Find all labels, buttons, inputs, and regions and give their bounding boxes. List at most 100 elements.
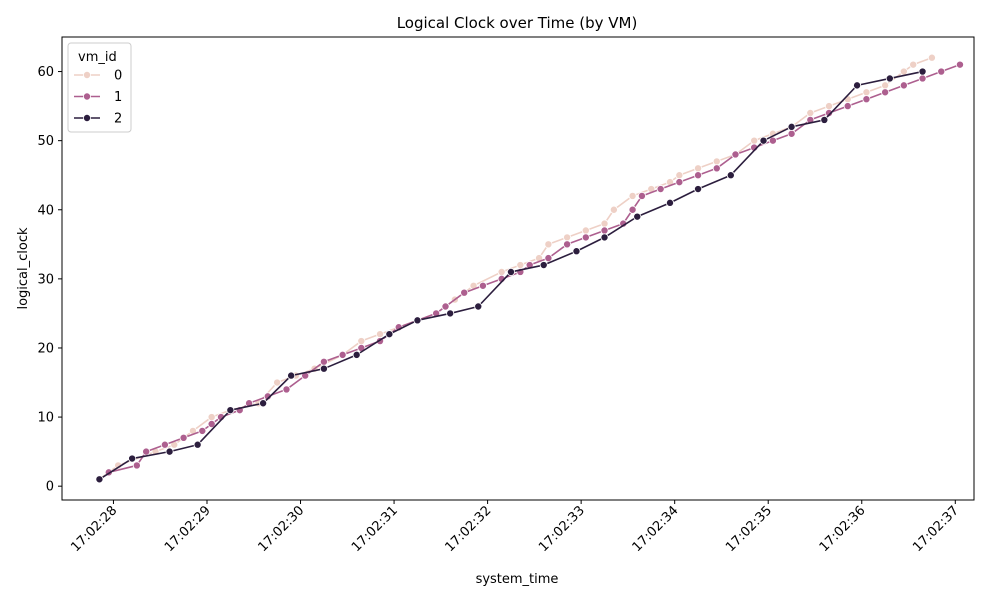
data-point: [656, 185, 665, 194]
legend-label: 2: [114, 112, 122, 127]
data-point: [544, 240, 553, 249]
y-tick-label: 60: [37, 65, 54, 80]
data-point: [263, 392, 272, 401]
data-point: [628, 191, 637, 200]
series-2: [95, 67, 927, 484]
data-point: [885, 74, 894, 83]
data-point: [273, 378, 282, 387]
data-point: [193, 440, 202, 449]
data-point: [497, 267, 506, 276]
data-point: [385, 330, 394, 339]
data-point: [918, 67, 927, 76]
data-point: [609, 205, 618, 214]
y-tick-label: 10: [37, 411, 54, 426]
data-point: [259, 399, 268, 408]
data-point: [666, 198, 675, 207]
y-tick-label: 50: [37, 134, 54, 149]
data-point: [694, 164, 703, 173]
data-point: [787, 129, 796, 138]
legend: vm_id 0 1 2: [67, 42, 132, 133]
data-point: [853, 81, 862, 90]
data-point: [806, 109, 815, 118]
legend-swatch-marker: [83, 114, 92, 123]
data-point: [539, 261, 548, 270]
chart-title: Logical Clock over Time (by VM): [397, 14, 638, 32]
data-point: [637, 191, 646, 200]
data-point: [516, 261, 525, 270]
data-point: [165, 447, 174, 456]
data-point: [95, 475, 104, 484]
data-point: [128, 454, 137, 463]
data-point: [376, 330, 385, 339]
data-point: [441, 302, 450, 311]
y-tick-label: 20: [37, 341, 54, 356]
data-point: [694, 185, 703, 194]
data-point: [179, 433, 188, 442]
y-axis-title: logical_clock: [16, 227, 31, 310]
data-point: [478, 281, 487, 290]
data-point: [759, 136, 768, 145]
data-point: [563, 233, 572, 242]
data-point: [787, 122, 796, 131]
data-point: [675, 178, 684, 187]
y-tick-label: 30: [37, 272, 54, 287]
y-axis: 0 10 20 30 40 50 60: [37, 65, 62, 495]
data-point: [843, 102, 852, 111]
data-point: [675, 171, 684, 180]
data-point: [352, 350, 361, 359]
data-point: [319, 364, 328, 373]
x-axis-title: system_time: [476, 572, 559, 587]
data-point: [600, 233, 609, 242]
data-point: [132, 461, 141, 470]
data-point: [712, 164, 721, 173]
data-point: [226, 406, 235, 415]
plot-area: [95, 53, 964, 484]
data-point: [825, 109, 834, 118]
data-point: [927, 53, 936, 62]
data-point: [446, 309, 455, 318]
data-point: [544, 254, 553, 263]
data-point: [572, 247, 581, 256]
y-tick-label: 40: [37, 203, 54, 218]
data-point: [820, 115, 829, 124]
y-tick-label: 0: [46, 480, 54, 495]
data-point: [768, 136, 777, 145]
data-point: [413, 316, 422, 325]
legend-label: 0: [114, 69, 122, 84]
data-point: [563, 240, 572, 249]
data-point: [338, 350, 347, 359]
data-point: [628, 205, 637, 214]
data-point: [712, 157, 721, 166]
data-point: [899, 81, 908, 90]
data-point: [909, 60, 918, 69]
data-point: [825, 102, 834, 111]
data-point: [142, 447, 151, 456]
data-point: [843, 95, 852, 104]
legend-item-1: 1: [74, 90, 122, 105]
data-point: [633, 212, 642, 221]
data-point: [207, 413, 216, 422]
data-point: [474, 302, 483, 311]
data-point: [319, 357, 328, 366]
data-point: [726, 171, 735, 180]
data-point: [731, 150, 740, 159]
data-point: [937, 67, 946, 76]
data-point: [287, 371, 296, 380]
legend-title: vm_id: [78, 50, 117, 65]
data-point: [581, 233, 590, 242]
legend-swatch-marker: [83, 92, 92, 101]
data-point: [506, 267, 515, 276]
legend-item-0: 0: [74, 69, 122, 84]
data-point: [694, 171, 703, 180]
legend-swatch-marker: [83, 71, 92, 80]
data-point: [357, 337, 366, 346]
data-point: [955, 60, 964, 69]
data-point: [862, 95, 871, 104]
data-point: [881, 88, 890, 97]
data-point: [750, 136, 759, 145]
data-point: [600, 226, 609, 235]
data-point: [881, 81, 890, 90]
data-point: [282, 385, 291, 394]
plot-frame: [61, 36, 975, 501]
data-point: [160, 440, 169, 449]
